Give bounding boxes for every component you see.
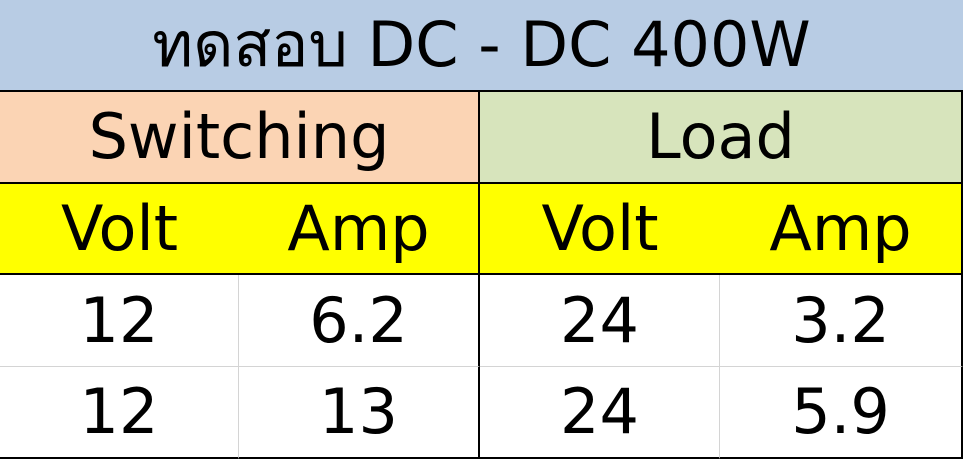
table-cell: 5.9 xyxy=(720,367,963,459)
group-header-load: Load xyxy=(480,92,963,184)
table-cell: 12 xyxy=(0,367,239,459)
table-cell: 12 xyxy=(0,275,239,367)
table-cell: 6.2 xyxy=(239,275,480,367)
subheader-switching-volt: Volt xyxy=(0,184,239,275)
test-table: ทดสอบ DC - DC 400W Switching Load Volt A… xyxy=(0,0,963,459)
table-title: ทดสอบ DC - DC 400W xyxy=(0,0,963,92)
table-cell: 24 xyxy=(480,367,720,459)
table-cell: 24 xyxy=(480,275,720,367)
subheader-load-volt: Volt xyxy=(480,184,720,275)
table-cell: 3.2 xyxy=(720,275,963,367)
table-cell: 13 xyxy=(239,367,480,459)
group-header-switching: Switching xyxy=(0,92,480,184)
subheader-load-amp: Amp xyxy=(720,184,963,275)
subheader-switching-amp: Amp xyxy=(239,184,480,275)
